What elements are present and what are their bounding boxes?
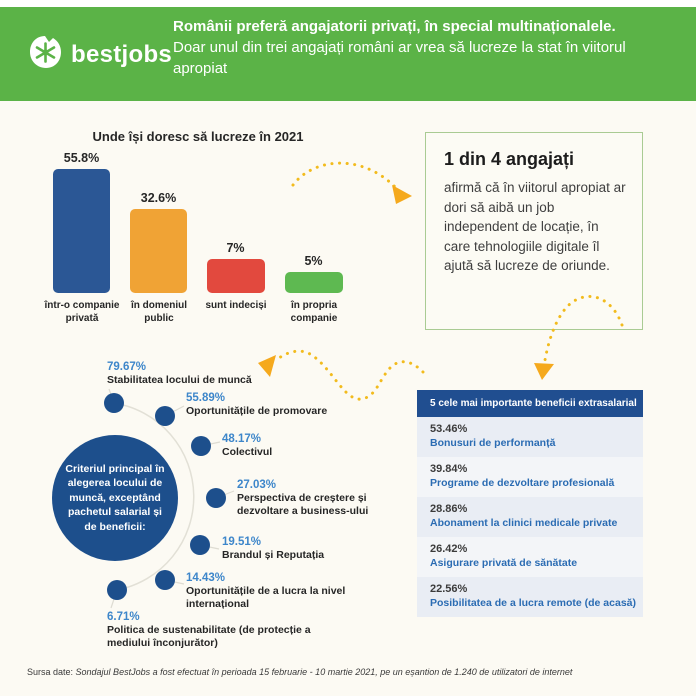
bar-category-label: sunt indeciși — [205, 300, 267, 311]
arrow-chart-to-box-head — [392, 185, 412, 204]
bar-value-label: 7% — [226, 241, 245, 255]
criteria-dot — [206, 488, 226, 508]
logo-wordmark: bestjobs — [71, 40, 173, 68]
criteria-pct: 6.71% — [107, 611, 140, 623]
benefit-label: Programe de dezvoltare profesională — [430, 477, 615, 489]
benefits-row: 26.42% Asigurare privată de sănătate — [417, 537, 643, 577]
arrow-chart-to-box — [291, 161, 400, 192]
source-text: Sondajul BestJobs a fost efectuat în per… — [75, 667, 573, 677]
highlight-box: 1 din 4 angajați afirmă că în viitorul a… — [425, 132, 643, 330]
benefit-pct: 39.84% — [430, 463, 468, 475]
benefit-label: Bonusuri de performanță — [430, 437, 556, 449]
criteria-label: Politica de sustenabilitate (de protecți… — [107, 624, 311, 649]
benefits-row: 28.86% Abonament la clinici medicale pri… — [417, 497, 643, 537]
benefits-row: 39.84% Programe de dezvoltare profesiona… — [417, 457, 643, 497]
criteria-item: 79.67% Stabilitatea locului de muncă — [107, 361, 317, 387]
benefits-row: 22.56% Posibilitatea de a lucra remote (… — [417, 577, 643, 617]
benefit-pct: 53.46% — [430, 423, 468, 435]
benefits-table: 5 cele mai importante beneficii extrasal… — [417, 390, 643, 617]
criteria-item: 6.71% Politica de sustenabilitate (de pr… — [107, 611, 352, 650]
benefit-label: Asigurare privată de sănătate — [430, 557, 578, 569]
criteria-pct: 19.51% — [222, 536, 262, 548]
bar-undecided — [207, 259, 265, 293]
benefit-label: Posibilitatea de a lucra remote (de acas… — [430, 597, 637, 609]
headline-rest: Doar unul din trei angajați români ar vr… — [173, 39, 626, 77]
benefits-table-header: 5 cele mai importante beneficii extrasal… — [417, 390, 643, 417]
benefit-label: Abonament la clinici medicale private — [430, 517, 618, 529]
bar-category-label: într-o companie privată — [44, 300, 120, 324]
bar-value-label: 5% — [304, 254, 323, 268]
criteria-label: Oportunitățile de promovare — [186, 405, 328, 417]
headline-bold: Românii preferă angajatorii privați, în … — [173, 18, 616, 35]
criteria-dot — [191, 436, 211, 456]
criteria-label: Brandul și Reputația — [222, 549, 325, 561]
criteria-item: 48.17% Colectivul — [222, 433, 342, 459]
criteria-label: Perspectiva de creștere și dezvoltare a … — [237, 492, 369, 517]
bar-value-label: 55.8% — [63, 151, 100, 165]
headline: Românii preferă angajatorii privați, în … — [173, 16, 678, 79]
chart-title: Unde își doresc să lucreze în 2021 — [92, 129, 304, 144]
bar-private-company — [53, 169, 110, 293]
criteria-label: Stabilitatea locului de muncă — [107, 374, 252, 386]
highlight-body: afirmă că în viitorul apropiat ar dori s… — [444, 180, 626, 273]
criteria-label: Oportunitățile de a lucra la nivel inter… — [186, 585, 346, 610]
top-white-strip — [0, 0, 696, 7]
bar-value-label: 32.6% — [140, 191, 177, 205]
criteria-dot — [190, 535, 210, 555]
bar-public-sector — [130, 209, 187, 293]
criteria-pct: 79.67% — [107, 361, 147, 373]
bar-category-label: în propria companie — [290, 300, 338, 324]
criteria-dot — [107, 580, 127, 600]
bar-category-label: în domeniul public — [130, 300, 188, 324]
benefit-pct: 26.42% — [430, 543, 468, 555]
criteria-dot — [104, 393, 124, 413]
criteria-item: 19.51% Brandul și Reputația — [222, 536, 382, 562]
criteria-dot — [155, 570, 175, 590]
benefit-pct: 28.86% — [430, 503, 468, 515]
bestjobs-logo: bestjobs — [26, 33, 172, 76]
criteria-dot — [155, 406, 175, 426]
criteria-label: Colectivul — [222, 446, 273, 458]
criteria-center-circle: Criteriul principal în alegerea locului … — [52, 435, 178, 561]
criteria-pct: 14.43% — [186, 572, 226, 584]
source-prefix: Sursa date: — [27, 667, 76, 677]
criteria-item: 27.03% Perspectiva de creștere și dezvol… — [237, 479, 402, 518]
header-banner: bestjobs Românii preferă angajatorii pri… — [0, 7, 696, 101]
criteria-item: 14.43% Oportunitățile de a lucra la nive… — [186, 572, 351, 611]
criteria-item: 55.89% Oportunitățile de promovare — [186, 392, 371, 418]
benefit-pct: 22.56% — [430, 583, 468, 595]
criteria-center-text: Criteriul principal în alegerea locului … — [65, 462, 165, 533]
arrow-box-to-table-head — [534, 363, 554, 380]
bestjobs-citrus-icon — [26, 33, 64, 76]
criteria-pct: 55.89% — [186, 392, 226, 404]
criteria-pct: 48.17% — [222, 433, 262, 445]
highlight-heading: 1 din 4 angajați — [444, 149, 575, 169]
criteria-pct: 27.03% — [237, 479, 277, 491]
source-note: Sursa date: Sondajul BestJobs a fost efe… — [27, 667, 572, 677]
benefits-row: 53.46% Bonusuri de performanță — [417, 417, 643, 457]
bar-own-company — [285, 272, 343, 293]
